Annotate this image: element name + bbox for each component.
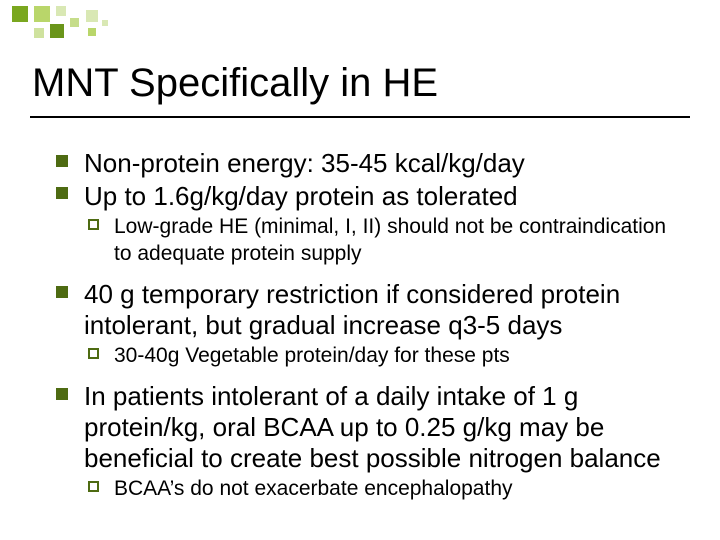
deco-square <box>102 20 108 26</box>
corner-decoration <box>0 0 200 50</box>
hollow-square-bullet-icon <box>88 481 99 492</box>
hollow-square-bullet-icon <box>88 219 99 230</box>
deco-square <box>34 28 44 38</box>
deco-square <box>86 10 98 22</box>
bullet-text: 40 g temporary restriction if considered… <box>84 279 680 340</box>
deco-square <box>50 24 64 38</box>
square-bullet-icon <box>56 187 68 199</box>
deco-square <box>56 6 66 16</box>
bullet-level1: 40 g temporary restriction if considered… <box>56 279 680 340</box>
bullet-text: Low-grade HE (minimal, I, II) should not… <box>114 214 680 267</box>
bullet-text: Up to 1.6g/kg/day protein as tolerated <box>84 181 680 212</box>
hollow-square-bullet-icon <box>88 348 99 359</box>
deco-square <box>12 6 28 22</box>
deco-square <box>88 28 96 36</box>
bullet-text: 30-40g Vegetable protein/day for these p… <box>114 343 680 369</box>
bullet-text: BCAA’s do not exacerbate encephalopathy <box>114 476 680 502</box>
square-bullet-icon <box>56 388 68 400</box>
deco-square <box>70 18 79 27</box>
bullet-level2: BCAA’s do not exacerbate encephalopathy <box>56 476 680 502</box>
square-bullet-icon <box>56 286 68 298</box>
page-title: MNT Specifically in HE <box>32 62 438 104</box>
bullet-text: In patients intolerant of a daily intake… <box>84 381 680 473</box>
bullet-level1: Up to 1.6g/kg/day protein as tolerated <box>56 181 680 212</box>
bullet-level2: 30-40g Vegetable protein/day for these p… <box>56 343 680 369</box>
bullet-level1: In patients intolerant of a daily intake… <box>56 381 680 473</box>
title-underline <box>30 116 690 118</box>
square-bullet-icon <box>56 155 68 167</box>
bullet-level1: Non-protein energy: 35-45 kcal/kg/day <box>56 148 680 179</box>
bullet-level2: Low-grade HE (minimal, I, II) should not… <box>56 214 680 267</box>
bullet-content: Non-protein energy: 35-45 kcal/kg/dayUp … <box>56 148 680 511</box>
deco-square <box>34 6 50 22</box>
bullet-text: Non-protein energy: 35-45 kcal/kg/day <box>84 148 680 179</box>
